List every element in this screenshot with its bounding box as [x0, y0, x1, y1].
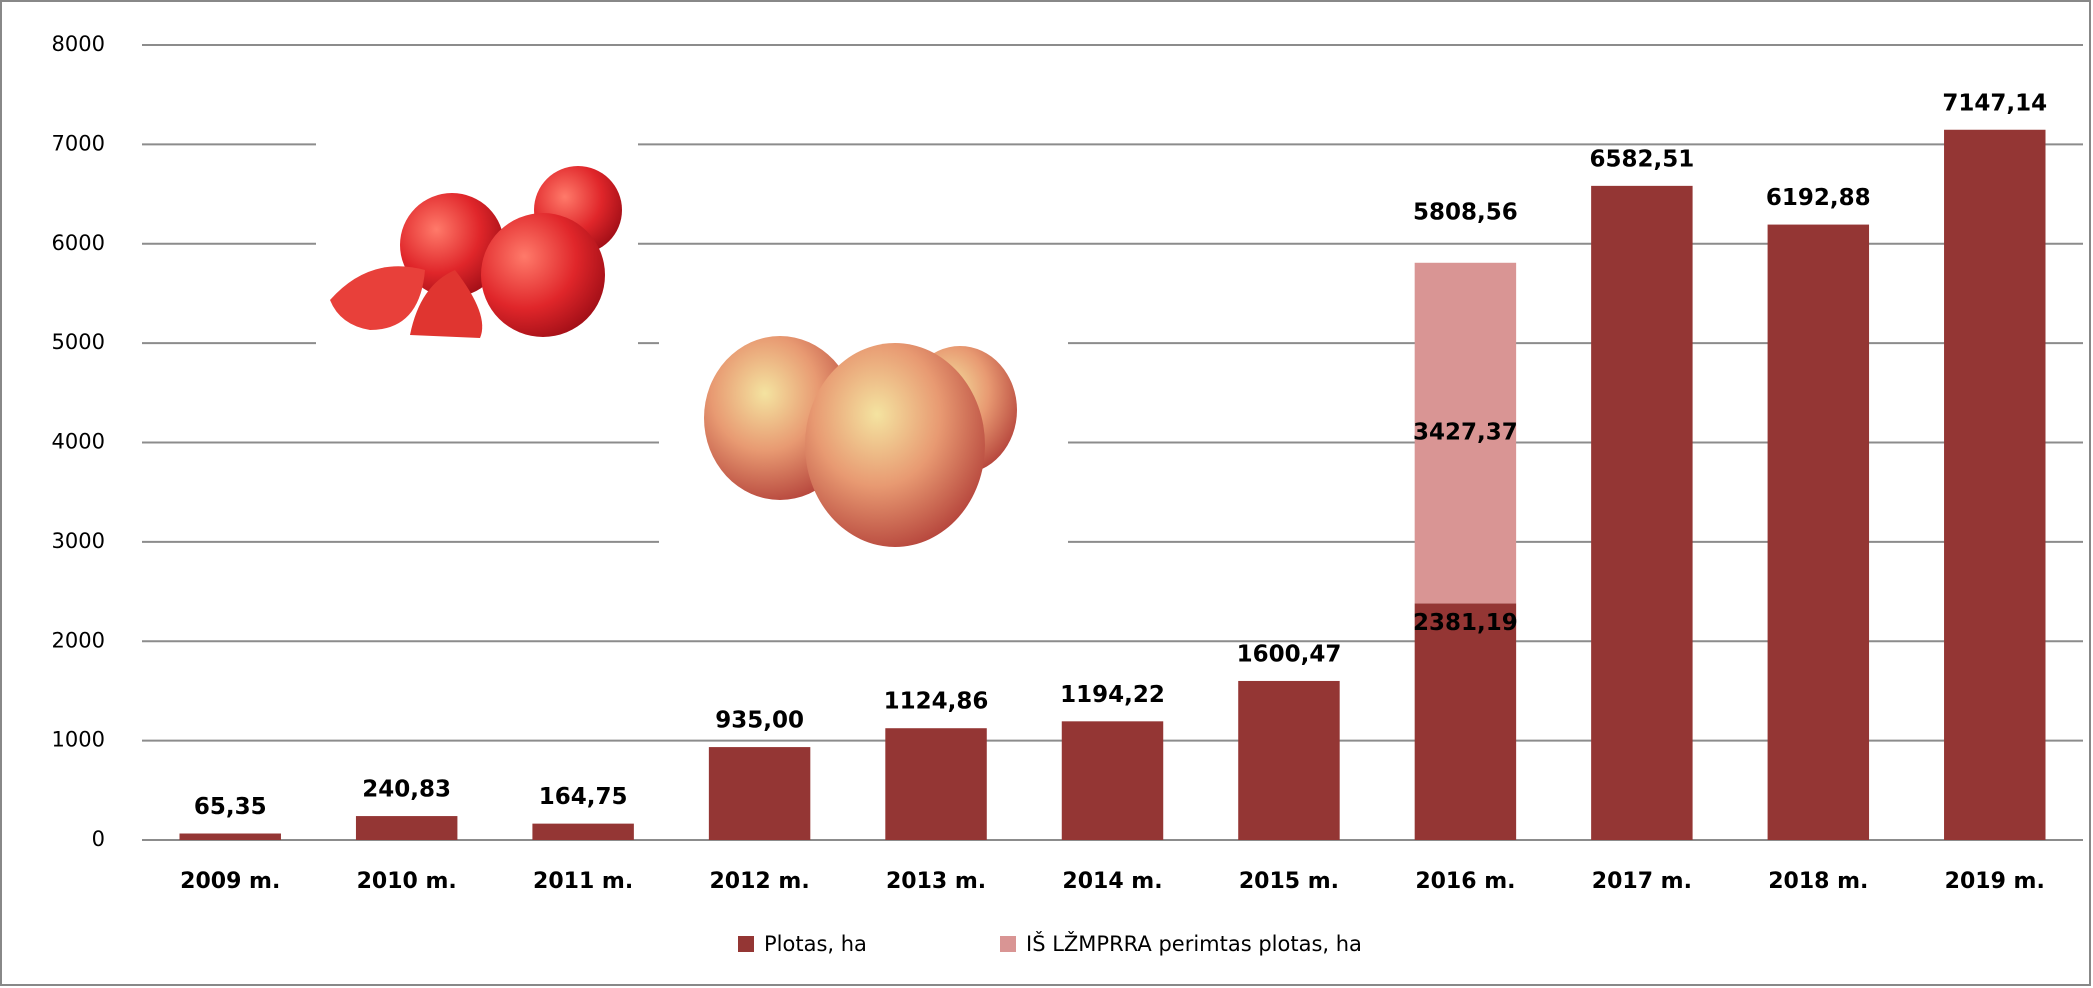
data-label: 6582,51 [1589, 146, 1694, 172]
x-tick-label: 2010 m. [357, 869, 457, 894]
bar-segment [179, 833, 281, 840]
y-tick-label: 5000 [52, 330, 105, 354]
y-tick-label: 2000 [52, 628, 105, 652]
total-label: 5808,56 [1413, 199, 1518, 225]
x-tick-label: 2013 m. [886, 869, 986, 894]
data-label: 65,35 [194, 794, 267, 820]
legend-swatch [1000, 936, 1016, 952]
bar-segment [1767, 224, 1870, 841]
legend-label: Plotas, ha [764, 932, 867, 956]
bar-segment [885, 728, 987, 840]
data-label: 1124,86 [884, 689, 989, 715]
bar-segment [708, 747, 811, 840]
x-tick-label: 2009 m. [180, 869, 280, 894]
bar-segment [1414, 262, 1517, 604]
y-tick-label: 7000 [52, 131, 105, 155]
data-label: 1600,47 [1237, 641, 1342, 667]
bar-segment [1238, 680, 1340, 840]
legend-swatch [738, 936, 754, 952]
decorations [316, 133, 1068, 547]
y-tick-label: 4000 [52, 430, 105, 454]
x-tick-label: 2017 m. [1592, 869, 1692, 894]
bar-segment [355, 816, 458, 840]
x-tick-label: 2018 m. [1768, 869, 1868, 894]
x-tick-label: 2019 m. [1945, 869, 2045, 894]
y-tick-label: 3000 [52, 529, 105, 553]
y-tick-label: 0 [92, 827, 105, 851]
x-tick-label: 2016 m. [1415, 869, 1515, 894]
apple [805, 343, 985, 547]
data-label: 7147,14 [1942, 90, 2047, 116]
data-label: 1194,22 [1060, 682, 1165, 708]
y-tick-label: 6000 [52, 231, 105, 255]
tomato-slice [410, 270, 483, 338]
tomato-slice [330, 266, 425, 330]
data-label: 164,75 [539, 784, 628, 810]
legend-label: IŠ LŽMPRRA perimtas plotas, ha [1026, 931, 1362, 956]
data-label: 6192,88 [1766, 185, 1871, 211]
bar-segment [1414, 603, 1517, 840]
tomato [400, 193, 504, 297]
x-tick-label: 2012 m. [710, 869, 810, 894]
bar-segment [532, 823, 634, 840]
x-tick-label: 2015 m. [1239, 869, 1339, 894]
data-label: 935,00 [715, 708, 804, 734]
bar-segment [1591, 185, 1693, 841]
bar-segment [1944, 129, 2046, 841]
x-tick-label: 2011 m. [533, 869, 633, 894]
y-tick-label: 1000 [52, 728, 105, 752]
x-tick-label: 2014 m. [1062, 869, 1162, 894]
data-label: 240,83 [362, 777, 451, 803]
tomato [481, 213, 605, 337]
bars [179, 129, 2046, 841]
bar-segment [1061, 721, 1164, 840]
y-tick-label: 8000 [52, 32, 105, 56]
data-label: 3427,37 [1413, 420, 1518, 446]
data-label: 2381,19 [1413, 610, 1518, 636]
